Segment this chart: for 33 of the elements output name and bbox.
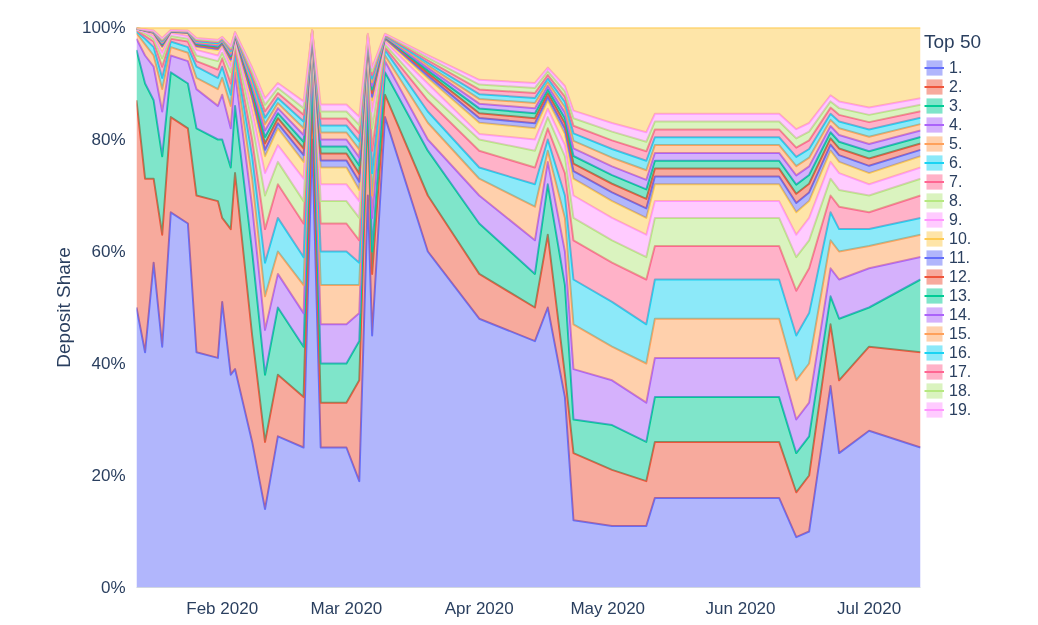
y-tick-label: 0%	[100, 578, 126, 597]
legend-label: 1.	[949, 58, 964, 77]
x-tick-label: May 2020	[570, 598, 646, 618]
y-tick-label: 60%	[91, 242, 126, 261]
legend-label: 17.	[949, 362, 972, 381]
legend-label: 8.	[949, 191, 964, 210]
x-tick-label: Feb 2020	[186, 598, 259, 618]
x-tick-label: Jul 2020	[836, 598, 902, 618]
y-axis-title: Deposit Share	[53, 247, 75, 368]
x-tick-label: Jun 2020	[705, 598, 776, 618]
y-tick-label: 80%	[91, 130, 126, 149]
legend-title: Top 50	[924, 31, 982, 53]
legend-label: 14.	[949, 305, 972, 324]
legend-label: 10.	[949, 229, 972, 248]
legend-label: 2.	[949, 77, 964, 96]
legend-label: 6.	[949, 153, 964, 172]
legend-label: 13.	[949, 286, 972, 305]
legend-label: 15.	[949, 324, 972, 343]
legend-label: 9.	[949, 210, 964, 229]
legend-label: 18.	[949, 381, 972, 400]
legend-label: 11.	[949, 248, 971, 267]
y-tick-label: 40%	[91, 354, 126, 373]
legend-label: 3.	[949, 96, 964, 115]
x-tick-label: Apr 2020	[444, 598, 514, 618]
legend-label: 7.	[949, 172, 964, 191]
y-tick-label: 100%	[82, 18, 126, 37]
legend-label: 4.	[949, 115, 964, 134]
legend-label: 12.	[949, 267, 972, 286]
legend-label: 16.	[949, 343, 972, 362]
x-tick-label: Mar 2020	[310, 598, 383, 618]
y-tick-label: 20%	[91, 466, 126, 485]
legend-label: 5.	[949, 134, 964, 153]
legend-label: 19.	[949, 400, 972, 419]
